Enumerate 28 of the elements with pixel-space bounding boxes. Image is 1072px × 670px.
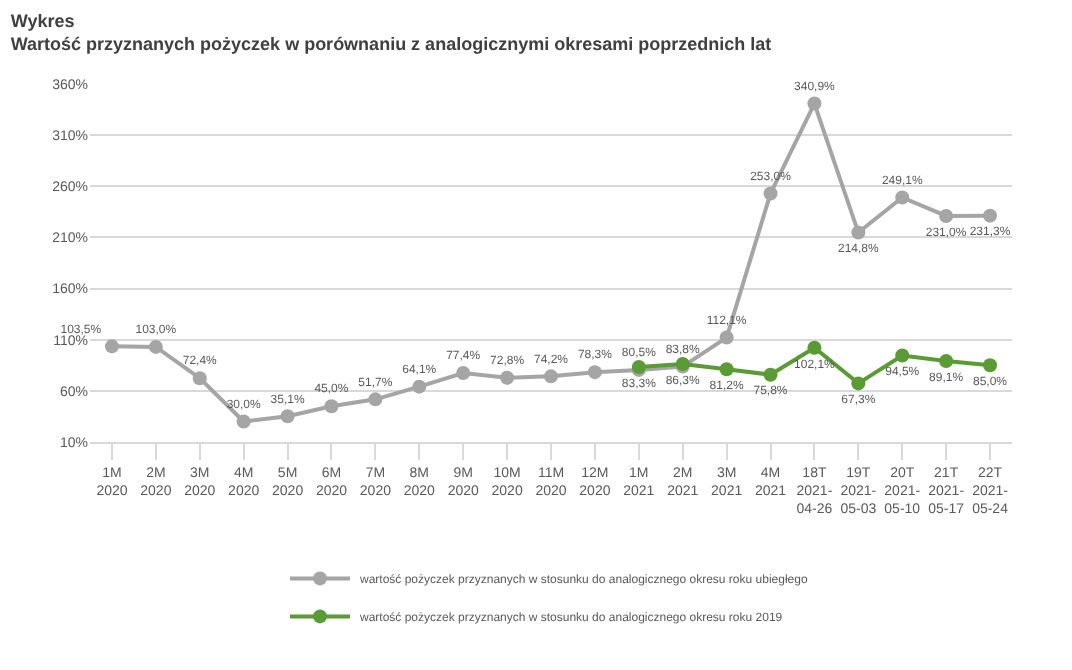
- chart-title: Wykres: [10, 10, 75, 31]
- point: [763, 367, 778, 382]
- point: [544, 369, 558, 384]
- point: [983, 358, 998, 373]
- point: [324, 399, 339, 414]
- point: [236, 414, 251, 429]
- point: [939, 354, 954, 369]
- point: [807, 96, 822, 111]
- point: [280, 409, 295, 424]
- point: [983, 208, 998, 223]
- point: [500, 370, 515, 385]
- point: [807, 340, 822, 355]
- point: [412, 379, 427, 394]
- point: [719, 330, 734, 345]
- point: [587, 365, 602, 380]
- point: [104, 339, 119, 354]
- point: [851, 225, 866, 240]
- point: [719, 362, 734, 377]
- point: [895, 348, 910, 363]
- point: [763, 186, 778, 201]
- chart-subtitle: Wartość przyznanych pożyczek w porównaniu z analogicznymi okresami poprzednich lat: [10, 34, 772, 55]
- point: [895, 190, 910, 205]
- point: [456, 366, 471, 381]
- point: [148, 339, 163, 354]
- point: [851, 376, 866, 391]
- point: [368, 392, 383, 407]
- point: [192, 371, 207, 386]
- point: [939, 208, 954, 223]
